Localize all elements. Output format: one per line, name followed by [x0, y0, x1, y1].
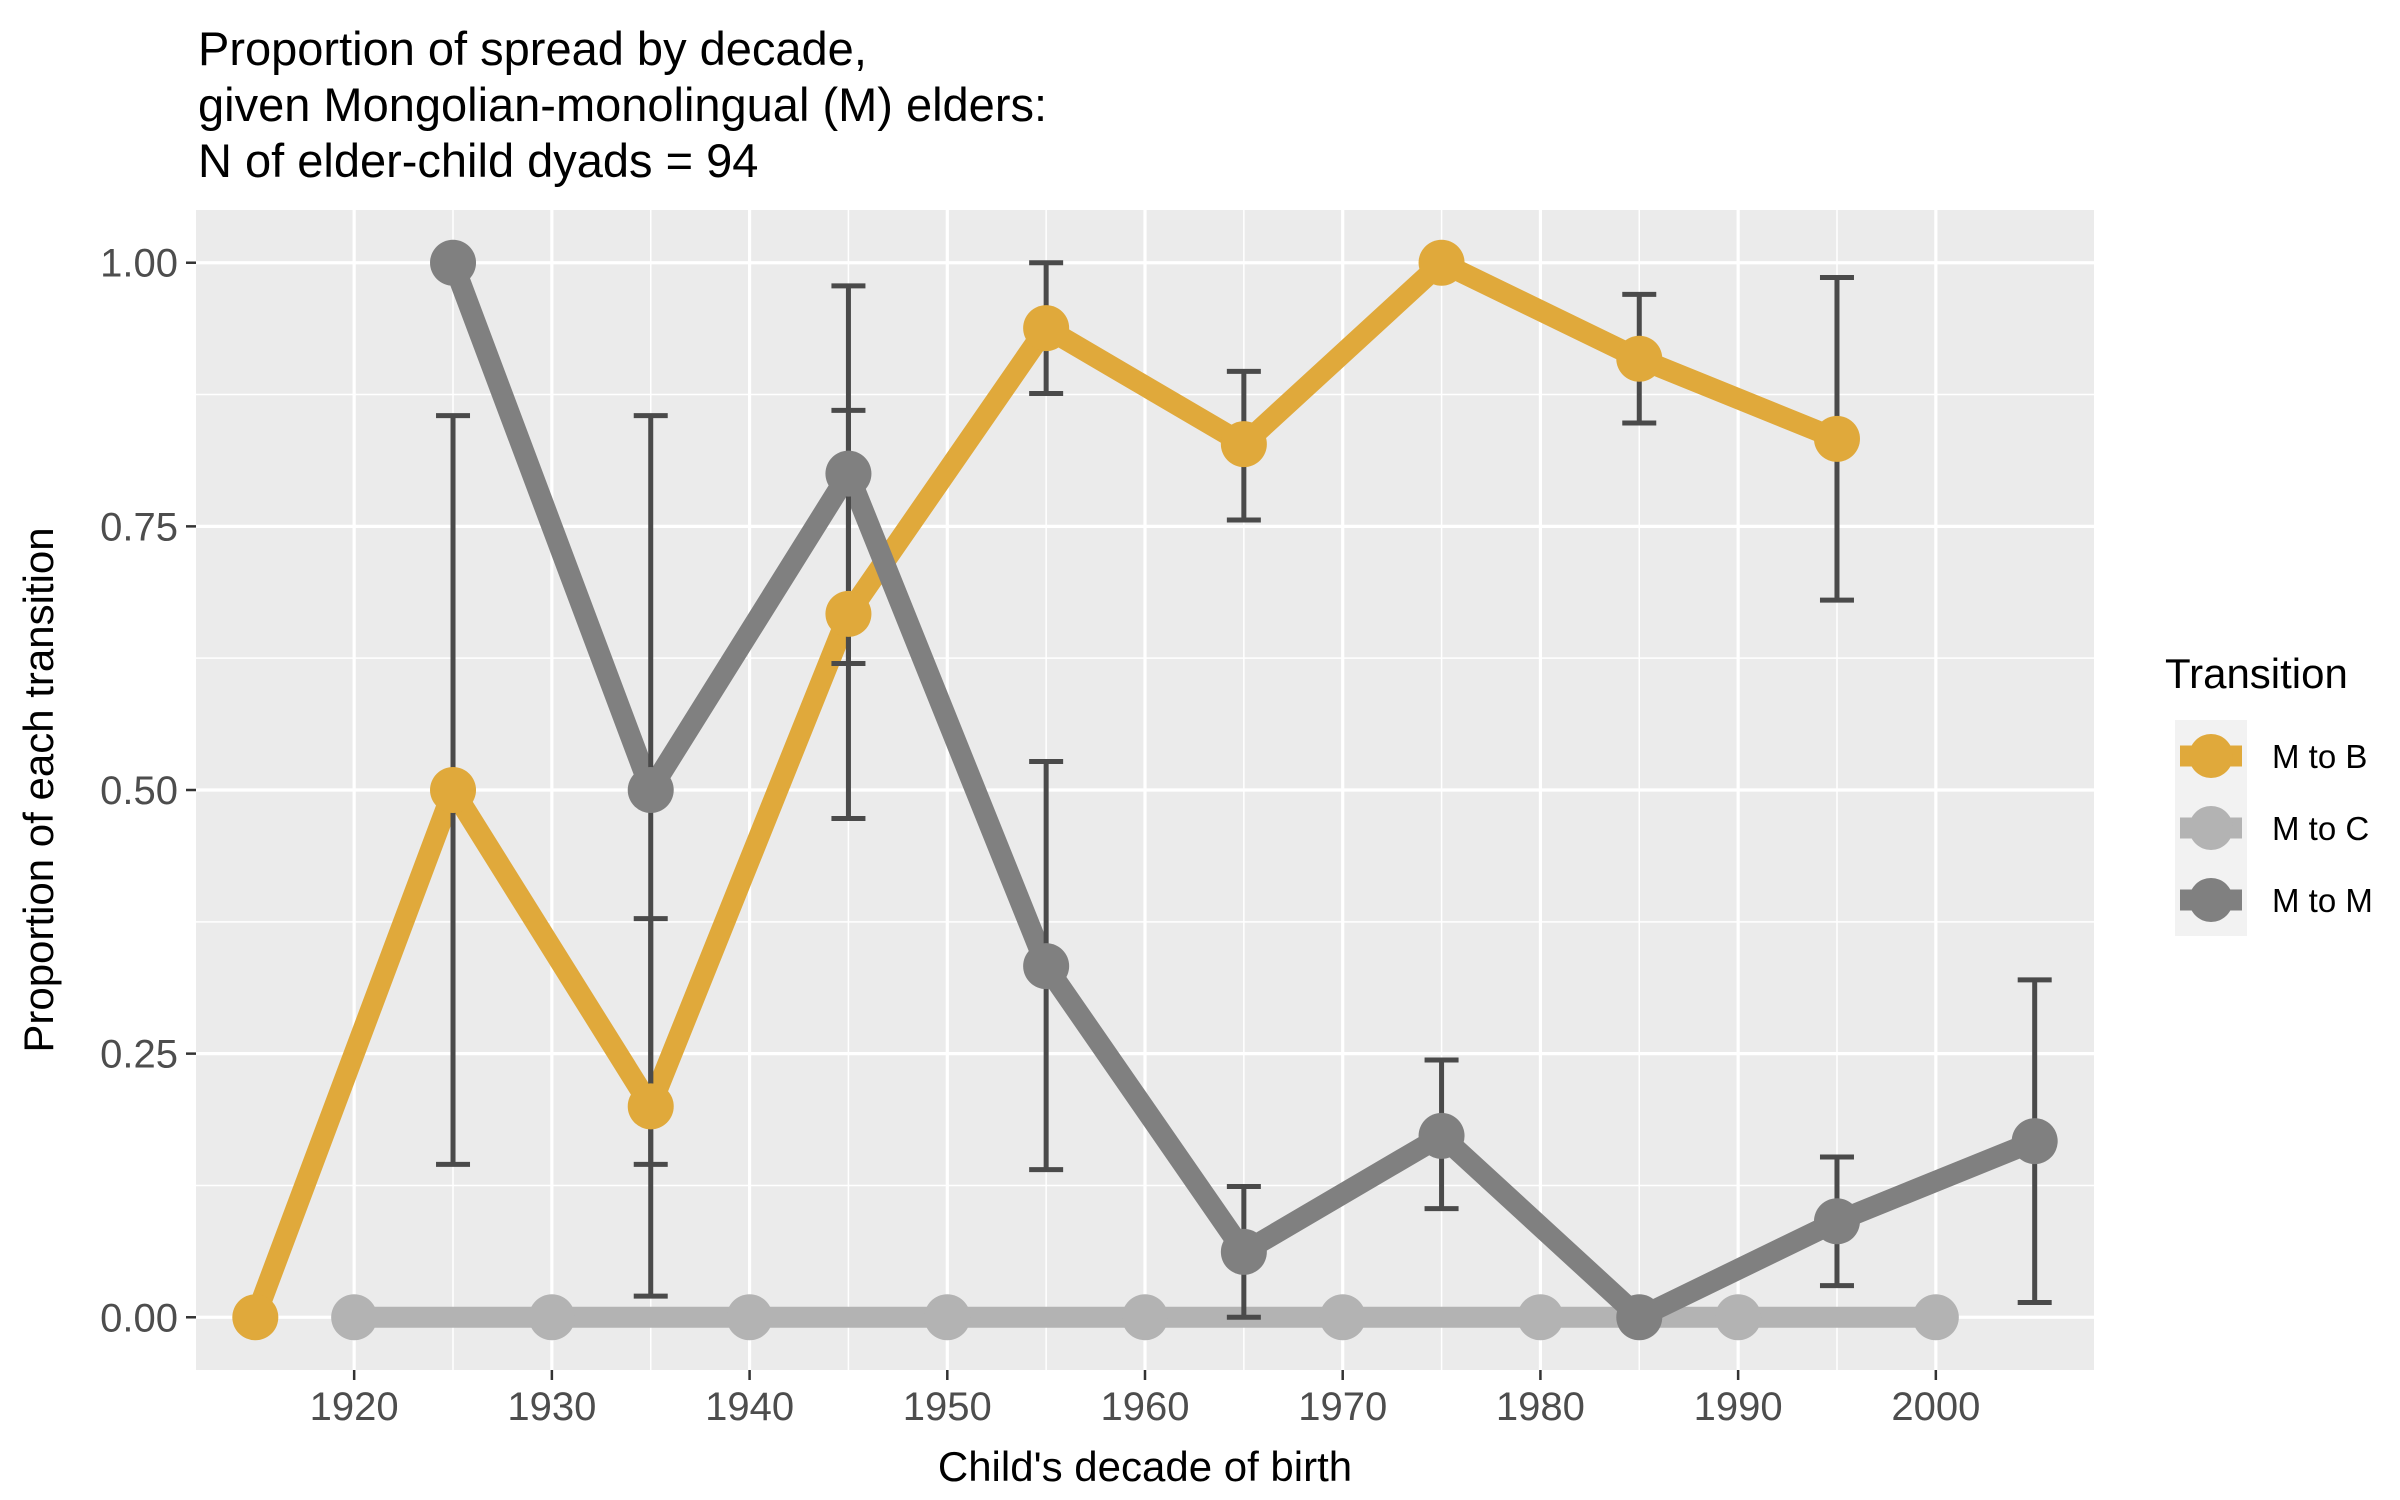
legend-label-m-to-c: M to C [2272, 810, 2369, 847]
x-tick-label: 1990 [1694, 1385, 1783, 1429]
data-point-m-to-b [627, 1083, 674, 1130]
x-axis-title: Child's decade of birth [938, 1443, 1352, 1490]
data-point-m-to-b [232, 1294, 279, 1341]
x-tick-label: 2000 [1891, 1385, 1980, 1429]
legend-label-m-to-b: M to B [2272, 738, 2367, 775]
y-axis-title: Proportion of each transition [15, 527, 62, 1052]
x-tick-label: 1920 [310, 1385, 399, 1429]
data-point-m-to-c [726, 1294, 773, 1341]
y-tick-label: 0.25 [100, 1033, 178, 1077]
chart-title: Proportion of spread by decade, given Mo… [198, 22, 1047, 187]
y-tick-label: 0.75 [100, 505, 178, 549]
y-tick-label: 0.50 [100, 769, 178, 813]
legend: Transition M to B M to C M to M [2165, 650, 2373, 936]
data-point-m-to-b [1813, 415, 1860, 462]
data-point-m-to-c [1122, 1294, 1168, 1341]
data-point-m-to-b [1418, 239, 1465, 286]
data-point-m-to-m [1023, 943, 1070, 990]
data-point-m-to-m [1616, 1294, 1663, 1341]
x-tick-label: 1950 [903, 1385, 992, 1429]
data-point-m-to-m [627, 767, 674, 813]
data-point-m-to-m [1220, 1228, 1267, 1275]
data-point-m-to-m [1813, 1198, 1860, 1245]
data-point-m-to-b [825, 590, 872, 637]
x-tick-label: 1980 [1496, 1385, 1585, 1429]
data-point-m-to-c [1715, 1294, 1762, 1341]
x-tick-label: 1940 [705, 1385, 794, 1429]
data-point-m-to-c [528, 1294, 575, 1341]
data-point-m-to-b [1023, 305, 1070, 352]
title-line-3: N of elder-child dyads = 94 [198, 134, 758, 187]
data-point-m-to-c [1319, 1294, 1366, 1341]
data-point-m-to-m [825, 450, 872, 497]
legend-key-point-m-to-m [2189, 878, 2233, 922]
x-tick-label: 1930 [507, 1385, 596, 1429]
point-layer [232, 239, 2058, 1341]
data-point-m-to-b [430, 767, 477, 813]
legend-key-point-m-to-b [2189, 734, 2233, 778]
axes: 1920 1930 1940 1950 1960 1970 1980 1990 2000 0.00… [100, 242, 1980, 1429]
data-point-m-to-m [430, 239, 477, 286]
y-tick-label: 0.00 [100, 1296, 178, 1340]
y-tick-label: 1.00 [100, 242, 178, 286]
data-point-m-to-m [1418, 1112, 1465, 1159]
x-tick-label: 1960 [1101, 1385, 1190, 1429]
data-point-m-to-b [1616, 335, 1663, 382]
data-point-m-to-b [1220, 421, 1267, 468]
data-point-m-to-c [1912, 1294, 1959, 1341]
data-point-m-to-c [331, 1294, 378, 1341]
data-point-m-to-c [1517, 1294, 1564, 1341]
legend-label-m-to-m: M to M [2272, 882, 2373, 919]
data-point-m-to-m [2011, 1118, 2058, 1165]
legend-key-point-m-to-c [2189, 806, 2233, 850]
title-line-1: Proportion of spread by decade, [198, 22, 867, 75]
title-line-2: given Mongolian-monolingual (M) elders: [198, 78, 1047, 131]
legend-title: Transition [2165, 650, 2348, 697]
data-point-m-to-c [924, 1294, 971, 1341]
x-tick-label: 1970 [1298, 1385, 1387, 1429]
